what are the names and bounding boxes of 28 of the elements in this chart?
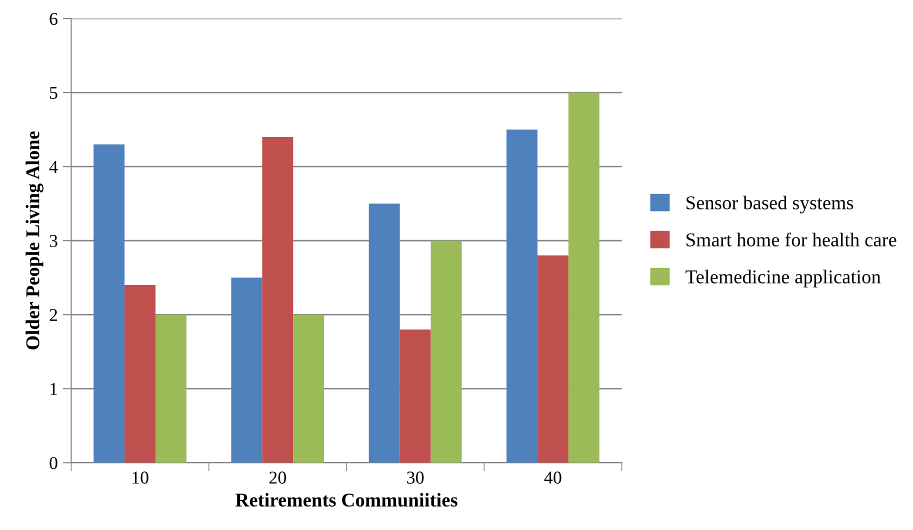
bar: [156, 314, 186, 463]
bar: [368, 204, 400, 463]
bar: [506, 130, 538, 463]
bar: [293, 314, 324, 463]
legend-label: Telemedicine application: [686, 270, 881, 288]
x-tick-label: 20: [269, 472, 286, 484]
y-tick-label: 6: [50, 12, 58, 25]
y-tick-label: 0: [50, 456, 58, 470]
bar: [262, 136, 294, 463]
y-axis-title: Older People Living Alone: [26, 131, 44, 350]
legend-label: Smart home for health care: [686, 232, 896, 246]
x-tick-label: 10: [132, 472, 148, 484]
bar: [94, 144, 125, 463]
x-tick-label: 30: [407, 472, 424, 484]
bar: [568, 92, 600, 463]
bar: [231, 278, 262, 463]
bar: [124, 285, 156, 463]
y-tick-label: 1: [50, 383, 57, 395]
bar: [430, 240, 462, 463]
x-tick-label: 40: [544, 472, 562, 484]
x-axis-title: Retirements Communiities: [235, 492, 458, 507]
bar: [537, 255, 568, 463]
y-tick-label: 4: [49, 160, 58, 173]
legend-label: Sensor based systems: [686, 196, 854, 214]
y-tick-label: 5: [50, 87, 58, 100]
bar: [400, 329, 431, 463]
y-tick-label: 2: [50, 308, 58, 321]
y-tick-label: 3: [50, 234, 58, 248]
